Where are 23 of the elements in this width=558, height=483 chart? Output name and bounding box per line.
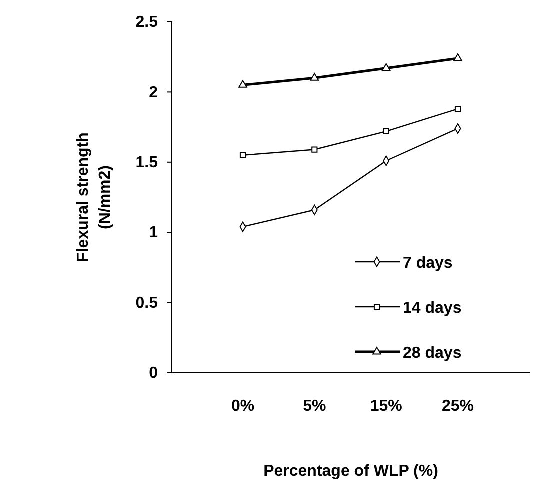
x-tick-label: 5% (303, 398, 326, 416)
y-tick-label: 0.5 (136, 294, 158, 312)
point (454, 106, 462, 112)
y-tick-label: 1.5 (136, 154, 158, 172)
point (240, 152, 246, 158)
x-tick-label: 15% (370, 398, 402, 416)
legend-label: 7 days (403, 255, 453, 272)
point (454, 54, 462, 62)
point (312, 146, 318, 153)
y-axis-title: Flexural strength (N/mm2) (75, 132, 114, 262)
y-tick-label: 2 (149, 84, 158, 102)
x-axis-title: Percentage of WLP (%) (264, 463, 438, 480)
point (310, 73, 320, 81)
x-tick-label: 25% (442, 398, 474, 416)
point (382, 63, 391, 72)
y-tick-label: 2.5 (136, 14, 158, 32)
legend-label: 28 days (403, 345, 462, 362)
y-tick-label: 1 (149, 224, 158, 242)
legend-label: 14 days (403, 300, 462, 317)
x-tick-label: 0% (231, 398, 255, 416)
point (383, 128, 390, 135)
y-tick-label: 0 (149, 365, 158, 382)
point (238, 80, 248, 88)
